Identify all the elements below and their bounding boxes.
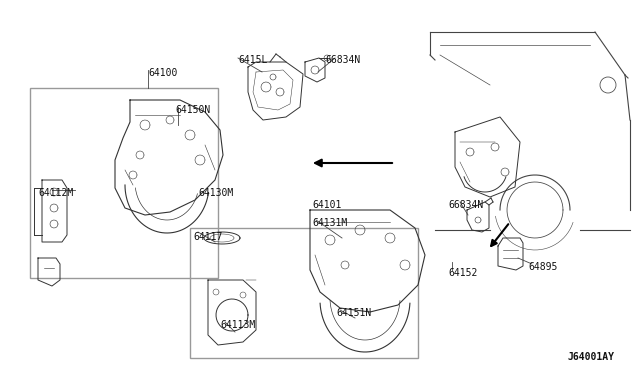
- Text: 64130M: 64130M: [198, 188, 233, 198]
- Text: 64101: 64101: [312, 200, 341, 210]
- Text: J64001AY: J64001AY: [568, 352, 615, 362]
- Text: 6415L: 6415L: [238, 55, 268, 65]
- Text: 64131M: 64131M: [312, 218, 348, 228]
- Text: 64100: 64100: [148, 68, 177, 78]
- Text: 64152: 64152: [448, 268, 477, 278]
- Bar: [190, 228, 418, 358]
- Text: 64151N: 64151N: [336, 308, 371, 318]
- Text: 64113M: 64113M: [220, 320, 255, 330]
- Bar: [30, 88, 218, 278]
- Text: 64895: 64895: [528, 262, 557, 272]
- Text: 64150N: 64150N: [175, 105, 211, 115]
- Text: 66834N: 66834N: [448, 200, 483, 210]
- Text: 64112M: 64112M: [38, 188, 73, 198]
- Text: 64117: 64117: [193, 232, 222, 242]
- Text: 66834N: 66834N: [325, 55, 360, 65]
